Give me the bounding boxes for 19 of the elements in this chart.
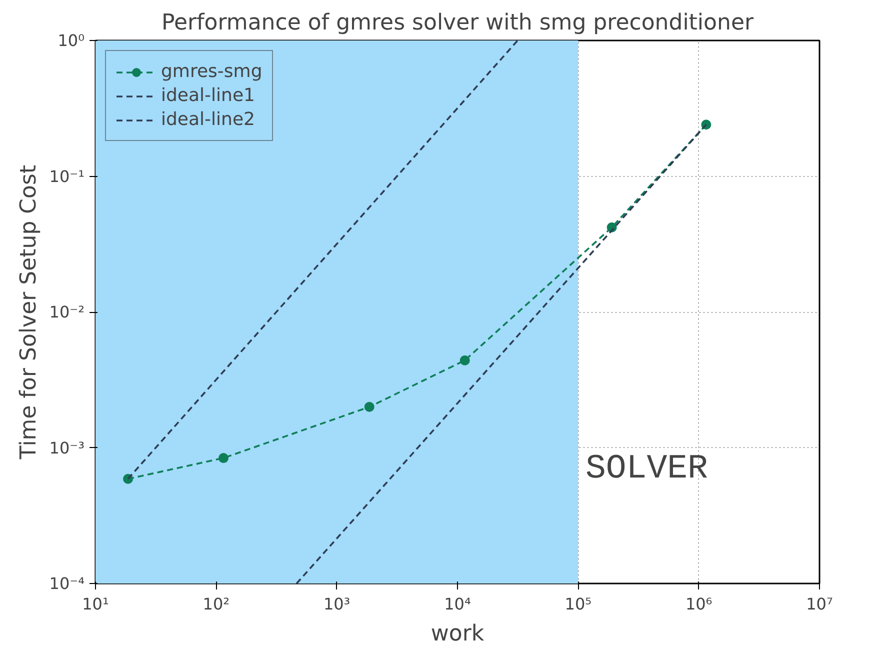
legend-label: gmres-smg (161, 61, 262, 82)
x-tick-label: 10² (202, 594, 230, 614)
y-tick-label: 10⁻³ (49, 438, 84, 458)
y-tick-label: 10⁻⁴ (49, 574, 84, 593)
y-tick-label: 10⁰ (58, 31, 85, 50)
legend-label: ideal-line2 (161, 109, 255, 130)
x-tick-label: 10¹ (82, 594, 109, 614)
chart-title: Performance of gmres solver with smg preconditioner (161, 10, 754, 36)
x-tick-label: 10³ (323, 594, 350, 614)
y-axis-title: Time for Solver Setup Cost (16, 164, 42, 460)
y-tick-label: 10⁻² (49, 302, 84, 322)
x-axis-title: work (430, 622, 484, 646)
y-tick-label: 10⁻¹ (49, 166, 84, 186)
x-tick-label: 10⁴ (444, 594, 471, 614)
legend-label: ideal-line1 (161, 85, 255, 106)
annotation: SOLVER (586, 450, 708, 488)
x-tick-label: 10⁶ (685, 594, 712, 614)
x-tick-label: 10⁷ (806, 594, 833, 614)
x-tick-label: 10⁵ (564, 594, 592, 614)
